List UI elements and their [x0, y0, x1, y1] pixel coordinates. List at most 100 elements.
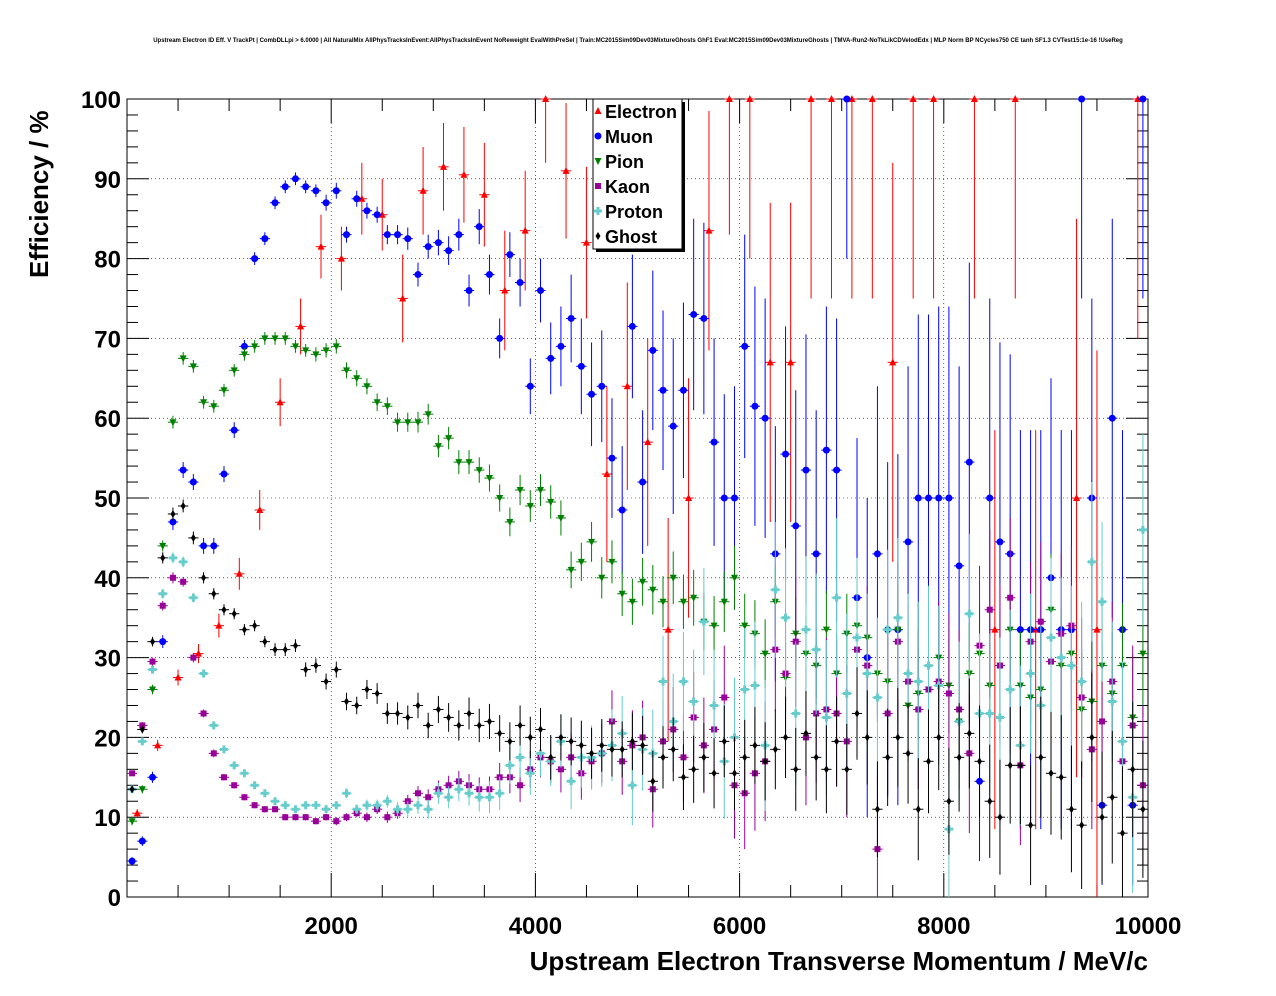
proton-point	[495, 789, 504, 798]
proton-point	[179, 557, 188, 566]
ghost-point	[834, 737, 840, 746]
muon-point	[659, 386, 667, 394]
pion-point	[128, 818, 136, 826]
ghost-point	[823, 765, 829, 774]
electron-point	[256, 505, 264, 513]
muon-point	[782, 450, 790, 458]
pion-point	[639, 578, 647, 586]
kaon-point	[241, 794, 248, 801]
muon-point	[965, 458, 973, 466]
muon-point	[628, 322, 636, 330]
muon-point	[577, 362, 585, 370]
ghost-point	[1048, 769, 1054, 778]
ghost-point	[252, 621, 258, 630]
ghost-point	[1089, 733, 1095, 742]
muon-point	[506, 251, 514, 259]
proton-point	[842, 689, 851, 698]
muon-point	[434, 239, 442, 247]
muon-point	[598, 382, 606, 390]
proton-point	[781, 613, 790, 622]
muon-point	[761, 414, 769, 422]
ghost-point	[721, 737, 727, 746]
pion-point	[159, 542, 167, 550]
legend-box	[592, 98, 683, 250]
proton-point	[138, 737, 147, 746]
proton-point	[342, 789, 351, 798]
kaon-point	[312, 818, 319, 825]
kaon-point	[220, 774, 227, 781]
ghost-point	[670, 745, 676, 754]
electron-point	[521, 226, 529, 234]
electron-point	[930, 95, 938, 102]
proton-point	[189, 593, 198, 602]
muon-point	[138, 837, 146, 845]
kaon-point	[1099, 718, 1106, 725]
electron-point	[623, 382, 631, 390]
muon-point	[649, 346, 657, 354]
legend-marker-ghost	[595, 232, 601, 240]
muon-point	[945, 494, 953, 502]
kaon-point	[323, 814, 330, 821]
muon-point	[730, 494, 738, 502]
proton-point	[199, 669, 208, 678]
pion-point	[281, 335, 289, 343]
electron-point	[582, 238, 590, 246]
electron-point	[889, 358, 897, 366]
ghost-point	[303, 665, 309, 674]
proton-point	[822, 713, 831, 722]
ghost-point	[292, 641, 298, 650]
proton-point	[1138, 525, 1147, 534]
muon-point	[567, 314, 575, 322]
legend-label-muon: Muon	[605, 127, 653, 147]
proton-point	[383, 797, 392, 806]
ghost-point	[915, 805, 921, 814]
kaon-point	[517, 782, 524, 789]
proton-point	[250, 781, 259, 790]
ghost-point	[364, 685, 370, 694]
muon-point	[996, 538, 1004, 546]
muon-point	[955, 562, 963, 570]
proton-point	[168, 553, 177, 562]
ghost-point	[568, 737, 574, 746]
x-tick-label: 10000	[1115, 913, 1182, 940]
muon-point	[363, 207, 371, 215]
pion-point	[526, 502, 534, 510]
muon-point	[271, 199, 279, 207]
proton-point	[1077, 677, 1086, 686]
muon-point	[618, 506, 626, 514]
kaon-point	[414, 790, 421, 797]
proton-point	[771, 585, 780, 594]
muon-point	[1078, 95, 1086, 103]
proton-point	[873, 693, 882, 702]
muon-point	[741, 342, 749, 350]
pion-point	[383, 403, 391, 411]
ghost-point	[476, 721, 482, 730]
proton-point	[434, 789, 443, 798]
proton-point	[801, 625, 810, 634]
electron-point	[297, 322, 305, 330]
pion-point	[598, 574, 606, 582]
proton-point	[893, 613, 902, 622]
proton-point	[291, 805, 300, 814]
ghost-point	[405, 713, 411, 722]
kaon-point	[945, 690, 952, 697]
muon-point	[751, 402, 759, 410]
kaon-point	[384, 814, 391, 821]
electron-point	[337, 254, 345, 262]
proton-point	[965, 609, 974, 618]
ghost-point	[517, 721, 523, 730]
ghost-point	[384, 709, 390, 718]
electron-point	[991, 625, 999, 633]
y-tick-label: 100	[81, 87, 121, 114]
proton-point	[924, 661, 933, 670]
kaon-point	[190, 654, 197, 661]
ghost-point	[1028, 821, 1034, 830]
muon-point	[179, 466, 187, 474]
kaon-point	[1037, 618, 1044, 625]
muon-point	[353, 195, 361, 203]
electron-point	[807, 95, 815, 102]
electron-point	[194, 649, 202, 657]
kaon-point	[1007, 594, 1014, 601]
kaon-point	[721, 694, 728, 701]
kaon-point	[169, 574, 176, 581]
